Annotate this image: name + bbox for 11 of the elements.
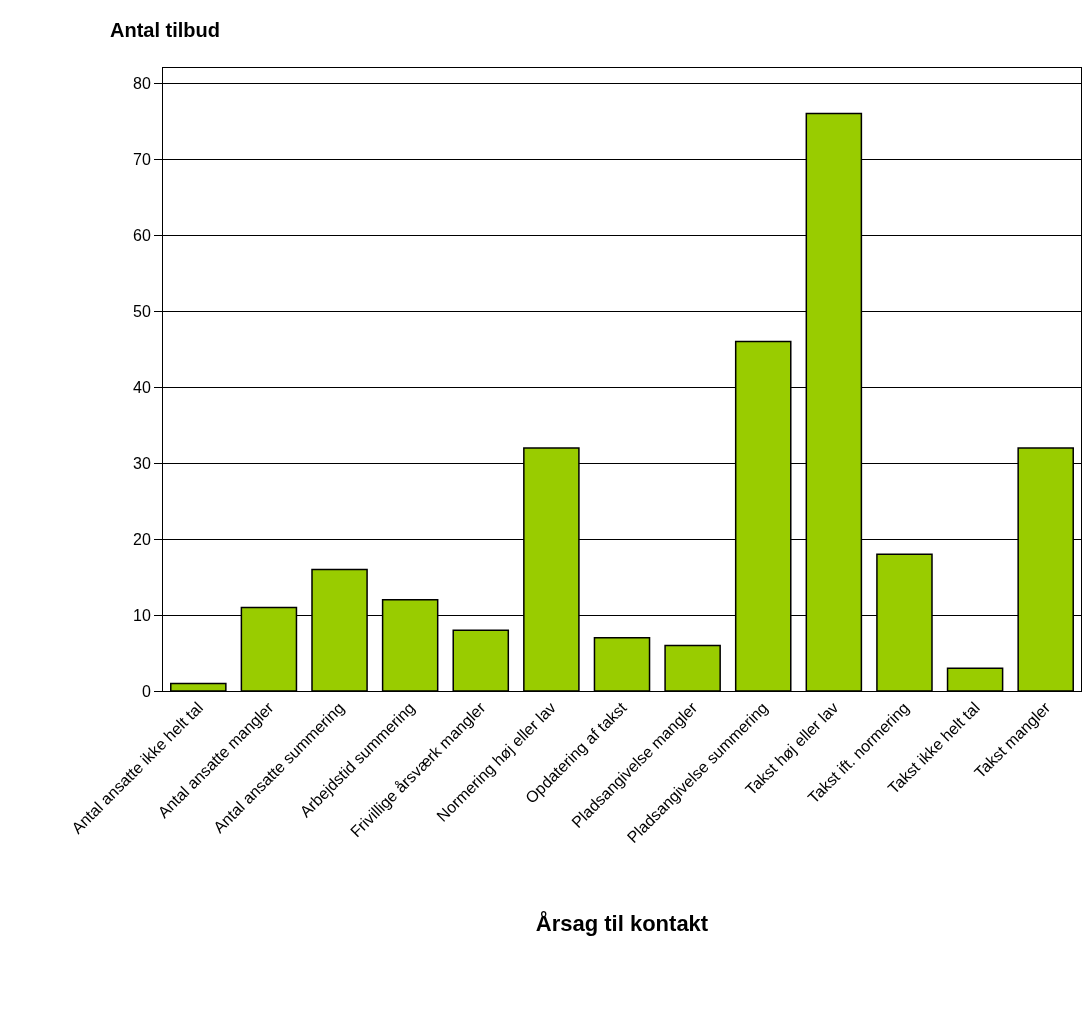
y-tick-label: 40: [133, 378, 151, 396]
y-tick-label: 30: [133, 454, 151, 472]
y-tick-label: 10: [133, 606, 151, 624]
y-tick-label: 70: [133, 150, 151, 168]
y-axis-title: Antal tilbud: [110, 19, 220, 41]
y-tick-label: 20: [133, 530, 151, 548]
y-tick-label: 50: [133, 302, 151, 320]
y-tick-label: 0: [141, 682, 151, 700]
x-axis-title: Årsag til kontakt: [535, 910, 709, 937]
y-tick-label: 60: [133, 226, 151, 244]
y-tick-label: 80: [133, 74, 151, 92]
